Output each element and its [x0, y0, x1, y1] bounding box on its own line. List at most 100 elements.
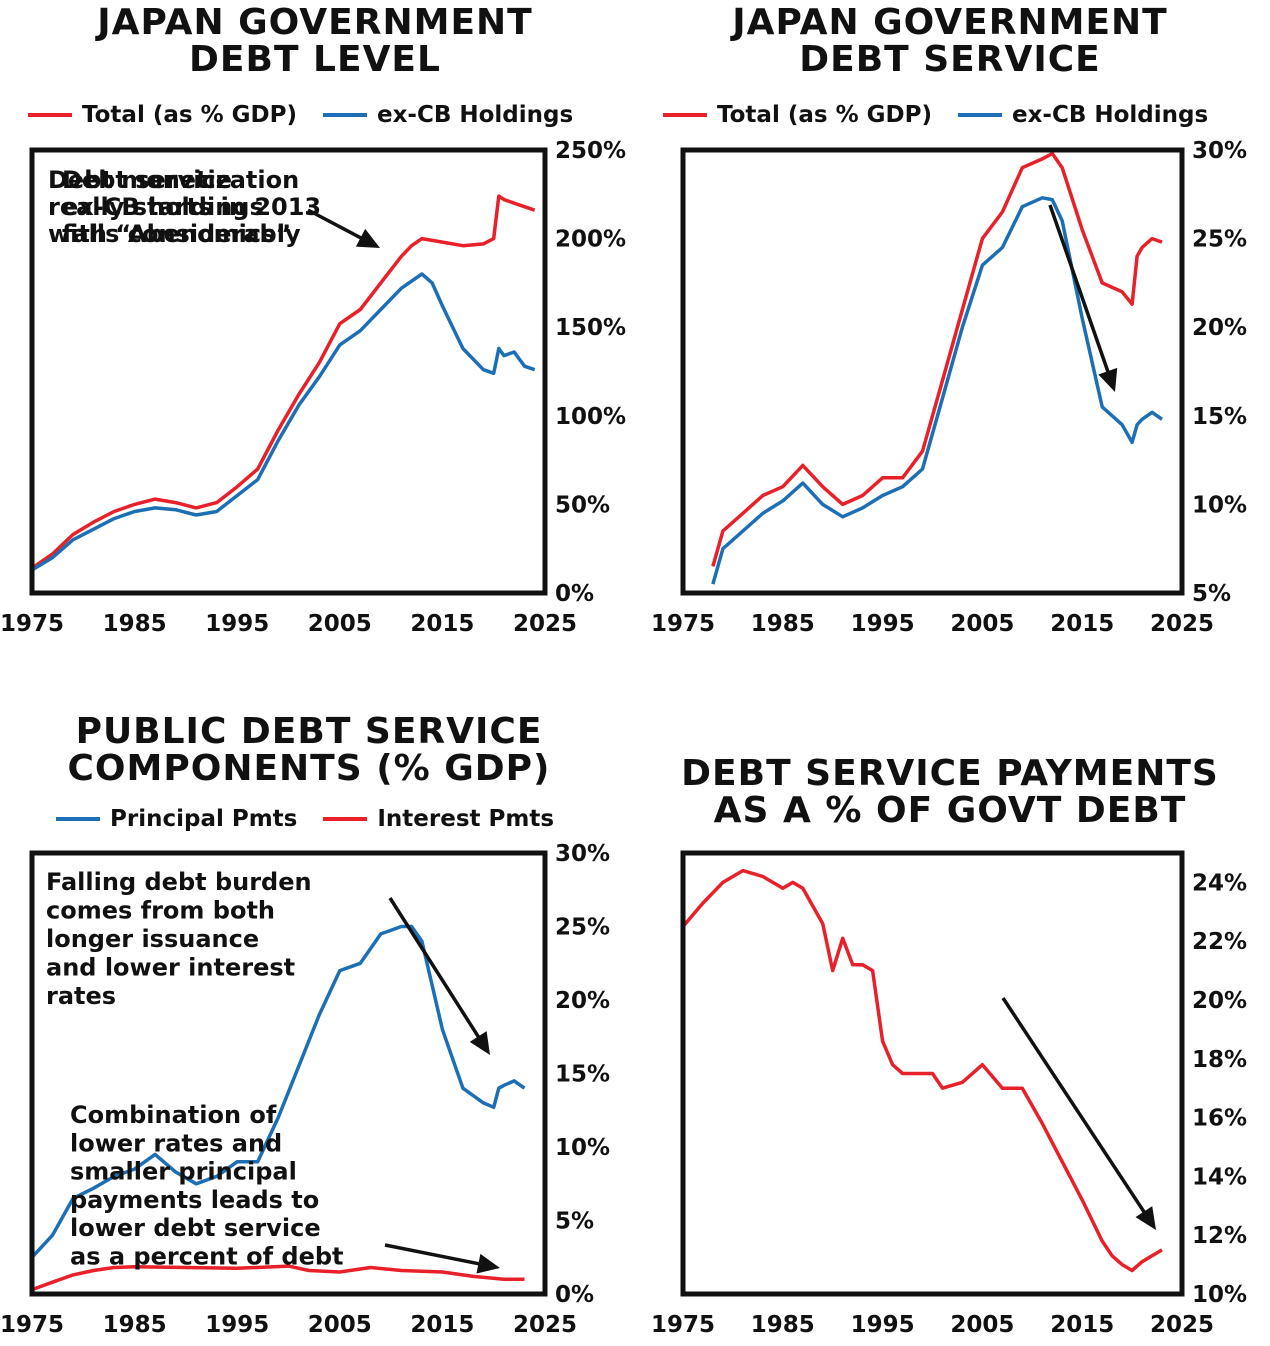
chart-panel-service-pct-debt: DEBT SERVICE PAYMENTS AS A % OF GOVT DEB… [70, 673, 1270, 1346]
x-tick-label: 1995 [851, 1312, 915, 1338]
y-tick-label: 20% [1192, 315, 1247, 341]
y-tick-label: 0% [555, 581, 594, 607]
chart-svg: 5% 10% 15% 20% 25% 30% 1975 1985 1995 2005 2015 202… [62, 138, 1247, 637]
x-tick-label: 2015 [410, 611, 474, 637]
y-tick-label: 18% [1192, 1047, 1247, 1073]
y-tick-label: 12% [1192, 1223, 1247, 1249]
x-tick-label: 1995 [205, 611, 269, 637]
y-tick-label: 30% [1192, 138, 1247, 164]
series-line-blue [30, 924, 526, 1259]
arrow-shaft [307, 208, 366, 242]
chart-panel-debt-level: JAPAN GOVERNMENT DEBT LEVEL Total (as % … [0, 0, 635, 673]
x-tick-label: 1985 [103, 611, 167, 637]
y-tick-label: 10% [1192, 1282, 1247, 1308]
series-line-red [31, 1264, 525, 1292]
arrow-head [355, 228, 380, 248]
x-tick-label: 1995 [851, 611, 915, 637]
legend-label: Total (as % GDP) [82, 102, 297, 128]
y-tick-label: 15% [1192, 404, 1247, 430]
x-tick-label: 1985 [751, 1312, 815, 1338]
x-tick-label: 1975 [651, 611, 715, 637]
chart-title: PUBLIC DEBT SERVICE COMPONENTS (% GDP) [0, 713, 618, 787]
arrow-head [1098, 367, 1118, 392]
y-tick-label: 22% [1192, 929, 1247, 955]
y-tick-label: 25% [1192, 227, 1247, 253]
arrow-head [1135, 1206, 1156, 1230]
chart-svg: 0% 50% 100% 150% 200% 250% 1975 1985 1995 2005 201… [0, 138, 626, 637]
y-tick-label: 0% [555, 1282, 594, 1308]
y-tick-label: 24% [1192, 870, 1247, 896]
y-tick-label: 50% [555, 492, 610, 518]
title-line-1: JAPAN GOVERNMENT [97, 2, 533, 43]
series-line-blue [31, 272, 536, 572]
arrow-shaft [1001, 997, 1148, 1217]
annotation-line: Debt service [62, 166, 232, 194]
legend-label: Interest Pmts [377, 806, 555, 832]
series-line-blue [711, 196, 1164, 585]
legend-item-excb: ex-CB Holdings [322, 102, 574, 128]
chart-title: DEBT SERVICE PAYMENTS AS A % OF GOVT DEB… [635, 755, 1265, 829]
legend-swatch-blue [322, 113, 367, 117]
chart-svg: 10% 12% 14% 16% 18% 20% 22% 24% 1975 1985 1995 2005… [70, 850, 1247, 1338]
annotation-line: payments leads to [70, 1186, 319, 1214]
x-tick-label: 2015 [1050, 1312, 1114, 1338]
legend-item-interest: Interest Pmts [323, 806, 554, 832]
annotation-line: Falling debt burden [46, 868, 312, 896]
x-tick-label: 1985 [103, 1312, 167, 1338]
annotation-line: with “Abenomics” [48, 220, 291, 248]
legend-item-total: Total (as % GDP) [28, 102, 297, 128]
y-tick-label: 200% [555, 227, 626, 253]
legend-label: Total (as % GDP) [717, 102, 932, 128]
y-tick-label: 16% [1192, 1106, 1247, 1132]
y-tick-label: 100% [555, 404, 626, 430]
legend-swatch-red [323, 817, 368, 821]
annotation-line: rates [46, 982, 116, 1010]
x-tick-label: 2025 [1150, 611, 1214, 637]
x-tick-label: 1985 [751, 611, 815, 637]
annotation-line: and lower interest [46, 954, 295, 982]
series-line-red [711, 151, 1163, 567]
x-tick-label: 2005 [950, 611, 1014, 637]
y-tick-label: 150% [555, 315, 626, 341]
arrow-shaft [1048, 204, 1111, 376]
x-tick-label: 1975 [651, 1312, 715, 1338]
title-line-2: DEBT SERVICE [799, 39, 1101, 80]
legend-swatch-blue [957, 113, 1002, 117]
x-tick-label: 2005 [308, 611, 372, 637]
legend: Total (as % GDP) ex-CB Holdings [28, 102, 599, 128]
x-tick-label: 2015 [1050, 611, 1114, 637]
legend-item-excb: ex-CB Holdings [957, 102, 1208, 128]
y-tick-label: 20% [555, 988, 610, 1014]
y-tick-label: 14% [1192, 1164, 1247, 1190]
title-line-1: PUBLIC DEBT SERVICE [75, 711, 543, 752]
annotation-line: really starts in 2013 [48, 193, 321, 221]
y-tick-label: 30% [555, 841, 610, 867]
legend-item-total: Total (as % GDP) [663, 102, 932, 128]
annotation-line: ex-CB holdings [62, 193, 264, 221]
x-tick-label: 1995 [205, 1312, 269, 1338]
y-tick-label: 5% [1192, 581, 1231, 607]
series-line-red [31, 194, 536, 570]
title-line-1: DEBT SERVICE PAYMENTS [681, 753, 1219, 794]
annotation-line: Debt monetization [48, 166, 299, 194]
arrow-head [469, 1031, 490, 1055]
annotation-line: Combination of [70, 1101, 277, 1129]
legend-swatch-red [28, 113, 72, 117]
title-line-2: DEBT LEVEL [189, 39, 441, 80]
legend-swatch-red [663, 113, 707, 117]
legend-swatch-blue [56, 817, 100, 821]
title-line-2: AS A % OF GOVT DEBT [713, 790, 1187, 831]
annotation-line: lower rates and [70, 1129, 282, 1157]
y-tick-label: 10% [555, 1135, 610, 1161]
annotation-line: as a percent of debt [70, 1243, 344, 1271]
x-tick-label: 2005 [950, 1312, 1014, 1338]
y-tick-label: 15% [555, 1062, 610, 1088]
arrow-shaft [384, 1243, 484, 1267]
x-tick-label: 1975 [0, 611, 64, 637]
plot-frame [29, 147, 548, 596]
annotation-line: lower debt service [70, 1214, 321, 1242]
annotation-line: comes from both [46, 897, 275, 925]
legend-label: ex-CB Holdings [376, 102, 574, 128]
